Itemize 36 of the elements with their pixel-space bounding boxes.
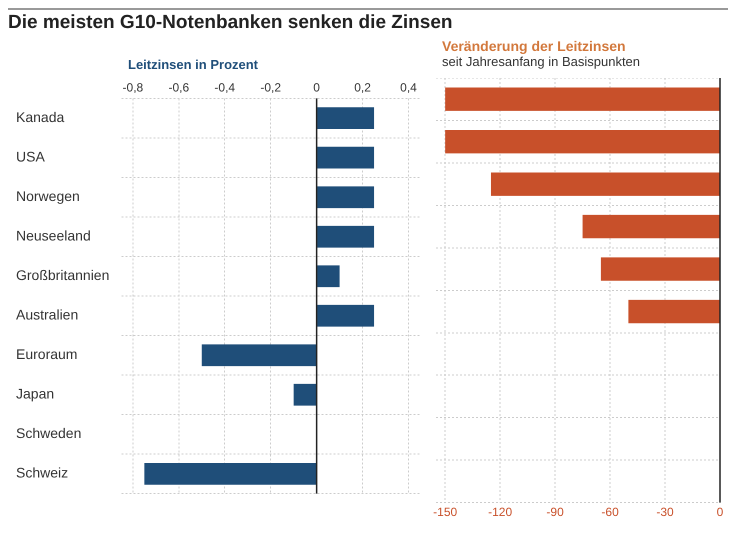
x-tick-label: 0 — [716, 505, 724, 520]
bar — [294, 384, 316, 406]
x-tick-label: -90 — [546, 505, 564, 520]
x-tick-label: 0 — [313, 80, 320, 95]
bar — [144, 462, 316, 485]
chart-title: Die meisten G10-Notenbanken senken die Zinsen — [8, 8, 728, 38]
bar — [317, 146, 374, 169]
y-tick-label: Schweden — [16, 425, 82, 442]
y-tick-label: USA — [16, 148, 46, 165]
chart-title: Veränderung der Leitzinsen — [442, 38, 627, 54]
chart-subtitle: seit Jahresanfang in Basispunkten — [442, 54, 642, 69]
x-tick-label: 0,2 — [354, 80, 372, 95]
x-tick-label: -0,6 — [168, 80, 190, 95]
bar — [317, 186, 374, 208]
y-tick-label: Kanada — [16, 109, 64, 126]
chart-subtitle: Leitzinsen in Prozent — [128, 57, 260, 72]
bar — [317, 226, 374, 248]
y-tick-label: Euroraum — [16, 346, 78, 362]
x-tick-label: -150 — [433, 505, 458, 520]
x-tick-label: -30 — [656, 505, 674, 520]
y-tick-label: Neuseeland — [16, 228, 91, 244]
y-tick-label: Australien — [16, 306, 78, 323]
y-tick-label: Norwegen — [16, 188, 80, 204]
x-tick-label: -0,4 — [214, 80, 236, 95]
x-tick-label: -0,2 — [260, 80, 282, 95]
x-tick-label: -120 — [488, 505, 512, 520]
bar — [317, 107, 374, 130]
x-tick-label: -0,8 — [122, 80, 144, 95]
y-tick-label: Großbritannien — [16, 267, 110, 284]
y-tick-label: Japan — [16, 386, 54, 402]
bar — [317, 265, 340, 288]
bar — [202, 344, 316, 366]
x-tick-label: -60 — [601, 505, 620, 520]
bar — [317, 304, 374, 327]
y-tick-label: Schweiz — [16, 464, 68, 481]
x-tick-label: 0,4 — [400, 80, 418, 95]
